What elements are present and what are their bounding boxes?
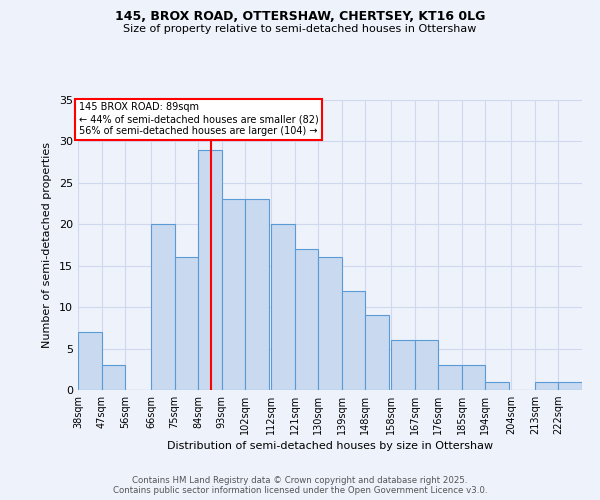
Bar xyxy=(415,340,439,390)
Bar xyxy=(245,200,269,390)
Bar xyxy=(221,200,245,390)
Bar xyxy=(175,258,198,390)
Text: Size of property relative to semi-detached houses in Ottershaw: Size of property relative to semi-detach… xyxy=(124,24,476,34)
Bar xyxy=(342,290,365,390)
X-axis label: Distribution of semi-detached houses by size in Ottershaw: Distribution of semi-detached houses by … xyxy=(167,442,493,452)
Text: 145 BROX ROAD: 89sqm
← 44% of semi-detached houses are smaller (82)
56% of semi-: 145 BROX ROAD: 89sqm ← 44% of semi-detac… xyxy=(79,102,319,136)
Bar xyxy=(535,382,559,390)
Bar xyxy=(151,224,175,390)
Bar xyxy=(439,365,462,390)
Bar xyxy=(365,316,389,390)
Text: 145, BROX ROAD, OTTERSHAW, CHERTSEY, KT16 0LG: 145, BROX ROAD, OTTERSHAW, CHERTSEY, KT1… xyxy=(115,10,485,23)
Bar xyxy=(391,340,415,390)
Text: Contains HM Land Registry data © Crown copyright and database right 2025.
Contai: Contains HM Land Registry data © Crown c… xyxy=(113,476,487,495)
Bar xyxy=(295,249,318,390)
Y-axis label: Number of semi-detached properties: Number of semi-detached properties xyxy=(42,142,52,348)
Bar xyxy=(462,365,485,390)
Bar xyxy=(485,382,509,390)
Bar xyxy=(198,150,221,390)
Bar xyxy=(101,365,125,390)
Bar xyxy=(559,382,582,390)
Bar xyxy=(78,332,101,390)
Bar xyxy=(318,258,342,390)
Bar xyxy=(271,224,295,390)
